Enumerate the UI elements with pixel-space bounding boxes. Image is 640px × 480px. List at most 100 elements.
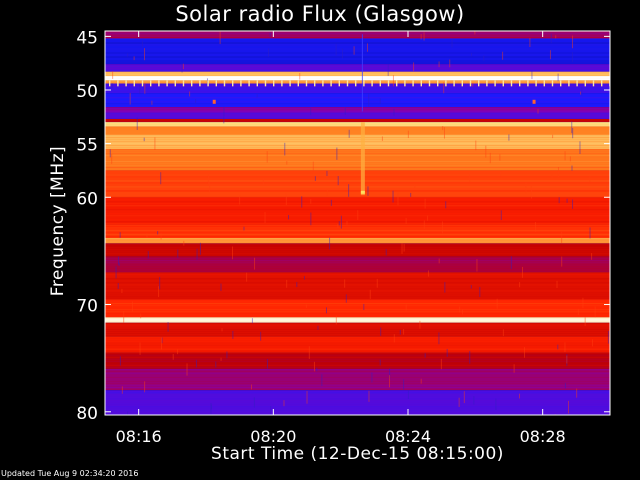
band-texture-line: [105, 388, 610, 390]
noise-speckle: [159, 276, 161, 290]
noise-speckle: [207, 172, 209, 184]
interference-dot: [117, 80, 119, 87]
band-texture-line: [105, 150, 610, 152]
noise-speckle: [109, 149, 111, 158]
noise-speckle: [140, 313, 142, 319]
interference-dot: [428, 80, 431, 87]
band-texture-line: [105, 166, 610, 168]
noise-speckle: [251, 384, 253, 390]
interference-dot: [223, 80, 226, 87]
interference-dot: [125, 80, 127, 87]
band-texture-line: [105, 56, 610, 58]
band-texture-line: [105, 83, 610, 85]
band-texture-line: [105, 256, 610, 258]
interference-dot: [330, 80, 332, 87]
interference-dot: [379, 80, 381, 87]
noise-speckle: [389, 375, 391, 388]
vertical-artifact: [361, 34, 363, 112]
noise-speckle: [342, 48, 344, 59]
band-texture-line: [105, 236, 610, 238]
interference-dot: [133, 80, 135, 87]
y-tick-label: 45: [76, 28, 98, 48]
noise-speckle: [558, 197, 560, 204]
noise-speckle: [353, 46, 355, 55]
band-texture-line: [105, 364, 610, 366]
noise-speckle: [420, 34, 422, 40]
noise-speckle: [117, 282, 119, 289]
noise-speckle: [403, 379, 405, 390]
band-texture-line: [105, 390, 610, 392]
band-texture-line: [105, 87, 610, 89]
band-texture-line: [105, 242, 610, 244]
interference-dot: [363, 80, 365, 87]
noise-speckle: [132, 301, 134, 312]
noise-speckle: [160, 172, 162, 185]
band-texture-line: [105, 386, 610, 388]
noise-speckle: [253, 397, 255, 408]
band-texture-line: [105, 404, 610, 406]
noise-speckle: [550, 33, 552, 44]
noise-speckle: [254, 257, 256, 270]
band-texture-line: [105, 48, 610, 50]
band-texture-line: [105, 120, 610, 122]
noise-speckle: [337, 176, 339, 186]
noise-speckle: [209, 182, 211, 193]
noise-speckle: [344, 107, 346, 115]
band-texture-line: [105, 168, 610, 170]
noise-speckle: [266, 359, 268, 369]
chart-title: Solar radio Flux (Glasgow): [175, 2, 465, 26]
band-texture-line: [105, 253, 610, 255]
band-texture-line: [105, 33, 610, 34]
noise-speckle: [502, 329, 504, 337]
band-texture-line: [105, 46, 610, 48]
noise-speckle: [338, 221, 340, 226]
noise-speckle: [427, 215, 429, 221]
noise-speckle: [296, 282, 298, 288]
noise-speckle: [232, 330, 234, 339]
noise-speckle: [285, 193, 287, 206]
band-texture-line: [105, 255, 610, 257]
band-texture-line: [105, 384, 610, 386]
band-texture-line: [105, 52, 610, 54]
noise-speckle: [385, 249, 387, 256]
band-texture-line: [105, 105, 610, 107]
noise-speckle: [564, 151, 566, 161]
band-texture-line: [105, 135, 610, 137]
noise-speckle: [572, 128, 574, 139]
band-texture-line: [105, 35, 610, 36]
band-texture-line: [105, 292, 610, 294]
band-texture-line: [105, 360, 610, 362]
band-texture-line: [105, 192, 610, 194]
noise-speckle: [556, 280, 558, 289]
noise-speckle: [268, 48, 270, 57]
interference-dot: [527, 80, 529, 87]
noise-speckle: [472, 82, 474, 87]
noise-speckle: [557, 166, 559, 178]
noise-speckle: [335, 315, 337, 325]
interference-dot: [289, 80, 291, 87]
noise-speckle: [115, 266, 117, 279]
noise-speckle: [443, 82, 445, 94]
band-texture-line: [105, 332, 610, 334]
band-texture-line: [105, 378, 610, 380]
band-texture-line: [105, 238, 610, 240]
noise-speckle: [459, 306, 461, 313]
noise-speckle: [314, 176, 316, 181]
band-texture-line: [105, 406, 610, 408]
band-texture-line: [105, 118, 610, 120]
y-tick-label: 80: [76, 404, 98, 424]
band-texture-line: [105, 321, 610, 323]
interference-dot: [543, 80, 545, 87]
band-texture-line: [105, 71, 610, 73]
noise-speckle: [584, 317, 586, 326]
interference-dot: [191, 80, 193, 87]
interference-dot: [215, 80, 217, 87]
band-texture-line: [105, 85, 610, 87]
noise-speckle: [393, 108, 395, 116]
band-texture-line: [105, 358, 610, 360]
interference-dot: [256, 80, 258, 87]
noise-speckle: [139, 85, 141, 95]
noise-speckle: [508, 134, 510, 141]
noise-speckle: [443, 127, 445, 139]
noise-speckle: [299, 72, 301, 80]
